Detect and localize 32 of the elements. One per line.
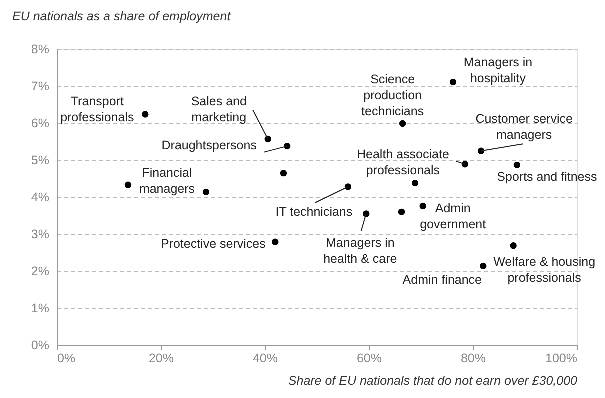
x-tick-label: 0% xyxy=(58,352,76,366)
y-tick-label: 3% xyxy=(31,228,50,242)
annotation: Financial managers xyxy=(139,166,196,196)
annotation: Draughtspersons xyxy=(162,138,257,152)
annotation: Transport professionals xyxy=(60,94,134,124)
annotation: Science production technicians xyxy=(362,72,424,119)
y-tick-label: 8% xyxy=(31,42,50,56)
annotation: IT technicians xyxy=(276,205,353,220)
y-tick-label: 6% xyxy=(31,116,50,130)
annotation: Customer service managers xyxy=(476,112,573,142)
x-tick-label: 60% xyxy=(356,352,382,366)
annotation: Sales and marketing xyxy=(191,94,247,124)
annotation: Admin government xyxy=(420,201,487,232)
y-tick-label: 2% xyxy=(31,264,50,278)
x-tick-label: 20% xyxy=(148,352,174,366)
y-axis-title: EU nationals as a share of employment xyxy=(12,10,232,24)
x-tick-label: 100% xyxy=(546,352,578,366)
annotation: Managers in health & care xyxy=(324,236,398,266)
annotation: Admin finance xyxy=(402,273,482,288)
annotation: Protective services xyxy=(160,237,266,252)
x-axis-title: Share of EU nationals that do not earn over £30,000 xyxy=(288,374,578,388)
y-tick-label: 7% xyxy=(31,80,50,94)
annotation: Welfare & housing professionals xyxy=(494,254,596,285)
annotation: Managers in hospitality xyxy=(464,55,533,86)
annotation: Health associate professionals xyxy=(356,147,450,178)
x-tick-label: 40% xyxy=(252,352,278,366)
y-tick-label: 4% xyxy=(31,190,50,204)
x-tick-label: 80% xyxy=(460,352,486,366)
y-tick-label: 5% xyxy=(31,154,50,168)
y-tick-label: 0% xyxy=(31,338,50,352)
annotation: Sports and fitness xyxy=(497,170,598,184)
y-tick-label: 1% xyxy=(31,302,50,316)
